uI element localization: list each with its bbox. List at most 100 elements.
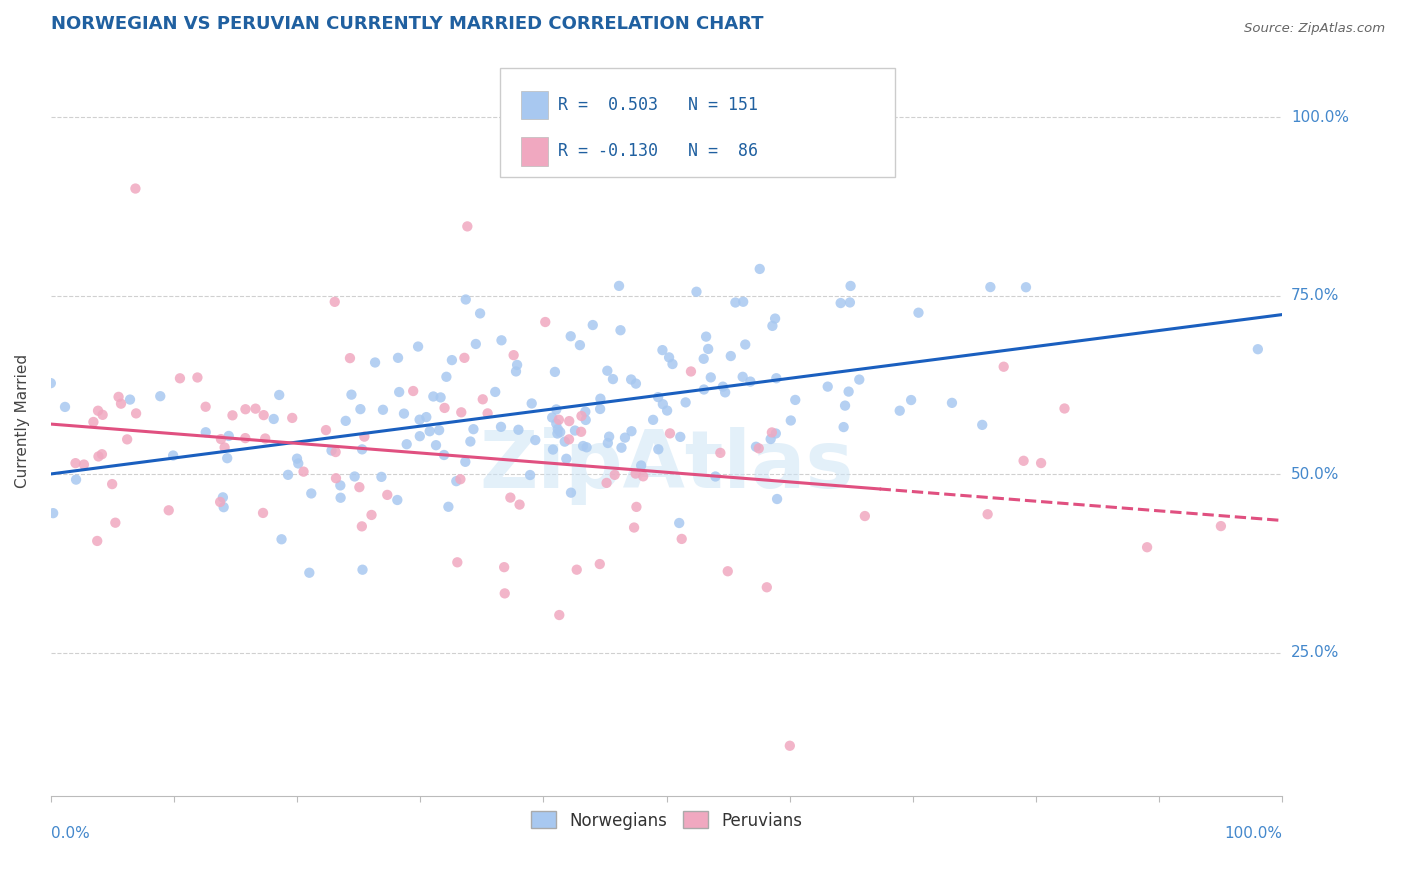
Point [979,280,1001,294]
Point [42,506,65,520]
Point [623,520,645,534]
Point [714,385,737,400]
Point [976,507,998,521]
Y-axis label: Currently Married: Currently Married [15,353,30,488]
FancyBboxPatch shape [522,137,548,166]
Point [541,442,564,457]
Point [446,474,468,488]
Point [484,384,506,399]
Point [610,441,633,455]
Point [679,364,702,378]
Point [323,294,346,309]
Point [433,401,456,415]
Point [560,485,582,500]
Point [425,438,447,452]
Point [568,338,591,352]
Text: 25.0%: 25.0% [1291,646,1339,660]
Point [900,392,922,407]
Point [104,516,127,530]
Point [450,405,472,419]
Point [508,423,530,437]
Point [558,433,581,447]
Point [315,423,337,437]
Point [101,477,124,491]
Point [575,440,598,454]
Point [209,495,232,509]
Point [429,391,451,405]
Point [298,566,321,580]
Point [693,383,716,397]
Text: 50.0%: 50.0% [1291,467,1339,482]
Point [671,532,693,546]
Point [169,371,191,385]
Point [554,434,576,449]
Point [349,402,371,417]
Point [765,426,787,441]
Point [287,457,309,471]
Point [149,389,172,403]
Point [433,448,456,462]
Point [194,425,217,440]
Point [434,369,457,384]
Point [620,424,643,438]
Point [375,488,398,502]
Point [218,429,240,443]
Point [548,425,571,439]
Point [506,358,529,372]
Point [765,371,787,385]
Point [647,390,669,404]
Point [697,342,720,356]
Point [233,431,256,445]
Point [993,359,1015,374]
Point [724,295,747,310]
Point [626,500,648,514]
Point [90,447,112,461]
Text: 0.0%: 0.0% [51,826,90,841]
Point [546,402,568,417]
Point [371,402,394,417]
Point [125,406,148,420]
Point [253,408,276,422]
Point [107,390,129,404]
Point [245,401,267,416]
Point [569,425,592,439]
Point [571,409,593,423]
Point [299,486,322,500]
Point [254,432,277,446]
Point [339,351,361,365]
Point [118,392,141,407]
Point [353,430,375,444]
Point [270,533,292,547]
Point [761,425,783,440]
Point [471,392,494,407]
Point [717,564,740,578]
Point [209,432,232,446]
Point [596,436,619,450]
Point [408,412,430,426]
Point [734,337,756,351]
Legend: Norwegians, Peruvians: Norwegians, Peruvians [524,805,810,836]
Point [748,442,770,456]
Point [609,323,631,337]
Point [853,509,876,524]
Point [1012,454,1035,468]
Point [547,422,569,436]
Point [281,411,304,425]
Point [1209,519,1232,533]
Point [695,329,717,343]
Point [221,409,243,423]
Point [582,318,605,332]
Point [494,560,516,574]
Point [1136,540,1159,554]
Point [547,413,569,427]
Point [419,424,441,438]
Text: R = -0.130   N =  86: R = -0.130 N = 86 [558,143,758,161]
Point [1247,342,1270,356]
Point [651,397,673,411]
Point [614,431,637,445]
Point [217,451,239,466]
Point [454,455,477,469]
Point [456,219,478,234]
Point [292,465,315,479]
Point [631,469,654,483]
